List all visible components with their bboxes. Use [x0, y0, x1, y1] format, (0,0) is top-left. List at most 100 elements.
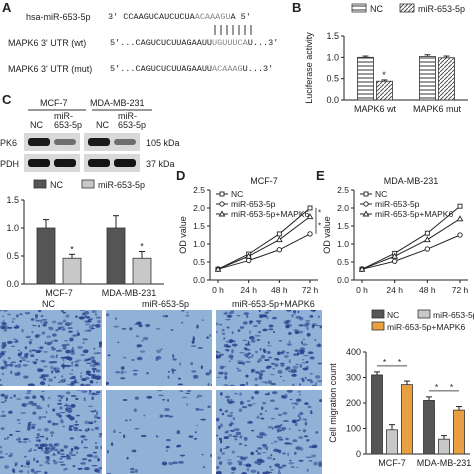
cell-blob [299, 383, 302, 386]
cell-blob [57, 451, 60, 455]
cell-blob [226, 326, 230, 329]
cell-blob [86, 316, 91, 319]
cell-blob [246, 315, 249, 319]
cell-blob [31, 330, 34, 334]
cell-blob [287, 370, 291, 373]
cell-blob [190, 345, 197, 347]
cell-blob [62, 425, 65, 428]
cell-blob [217, 456, 221, 460]
cell-blob [10, 396, 13, 399]
cell-blob [118, 431, 122, 434]
cell-blob [236, 367, 239, 370]
cell-blob [220, 423, 223, 428]
cell-blob [258, 322, 261, 325]
cell-blob [168, 415, 174, 418]
cell-blob [293, 329, 299, 332]
cell-blob [84, 330, 88, 332]
cell-blob [244, 343, 251, 346]
micro-label-rescue: miR-653-5p+MAPK6 [232, 299, 315, 309]
cell-blob [241, 405, 248, 409]
cell-blob [192, 336, 195, 339]
cell-blob [190, 362, 194, 366]
cell-blob [51, 347, 56, 351]
cell-blob [287, 452, 290, 457]
cell-blob [39, 346, 44, 350]
cell-blob [0, 383, 3, 386]
cell-blob [60, 396, 64, 399]
cell-blob [239, 400, 244, 405]
cell-blob [291, 313, 294, 318]
legend-label-nc: NC [370, 4, 383, 14]
legend-swatch [371, 321, 385, 331]
cell-blob [89, 364, 92, 367]
cell-blob [299, 349, 305, 354]
cell-blob [247, 404, 253, 407]
cell-blob [63, 404, 70, 407]
cell-blob [268, 328, 274, 331]
cell-blob [282, 452, 286, 455]
cell-blob [237, 369, 242, 372]
cell-blob [264, 393, 270, 396]
cell-blob [228, 360, 231, 362]
cell-blob [304, 419, 307, 421]
cell-blob [298, 429, 301, 432]
x-tick-label: MCF-7 [378, 458, 406, 468]
cell-blob [48, 443, 53, 447]
data-point [391, 252, 399, 259]
cell-blob [76, 390, 83, 391]
cell-blob [250, 339, 256, 343]
cell-blob [41, 390, 45, 393]
cell-blob [231, 349, 234, 354]
cell-blob [274, 363, 279, 367]
cell-blob [254, 383, 259, 386]
cell-blob [91, 392, 95, 396]
cell-blob [200, 418, 207, 421]
cell-blob [223, 436, 230, 439]
cell-blob [290, 369, 294, 374]
cell-blob [43, 427, 49, 432]
cell-blob [0, 310, 3, 312]
cell-blob [71, 369, 74, 371]
cell-blob [39, 435, 45, 438]
cell-blob [298, 459, 304, 462]
cell-blob [34, 443, 40, 447]
cell-blob [71, 335, 77, 337]
cell-blob [306, 379, 313, 382]
panel-label-a: A [2, 0, 12, 15]
cell-blob [96, 391, 101, 394]
cell-blob [181, 396, 188, 399]
cell-blob [48, 396, 51, 400]
cell-blob [242, 339, 248, 342]
cell-blob [75, 420, 78, 424]
bar [438, 438, 450, 455]
cell-blob [267, 391, 270, 394]
cell-blob [231, 450, 235, 454]
cell-blob [259, 348, 262, 351]
cell-blob [178, 377, 181, 380]
cell-blob [276, 351, 281, 356]
cell-blob [261, 443, 268, 447]
cell-blob [89, 380, 94, 384]
data-point [246, 257, 252, 264]
cell-blob [230, 412, 234, 414]
cell-blob [0, 366, 5, 370]
cell-blob [0, 393, 5, 397]
cell-blob [84, 429, 89, 432]
y-axis-label: OD value [178, 216, 188, 254]
cell-blob [97, 458, 100, 462]
cell-blob [81, 440, 84, 444]
cell-blob [288, 344, 290, 346]
cell-blob [4, 365, 8, 369]
cell-blob [231, 343, 238, 347]
cell-blob [0, 355, 4, 357]
cell-blob [232, 417, 236, 420]
cell-blob [8, 455, 13, 457]
cell-blob [38, 346, 41, 349]
cell-blob [292, 439, 298, 443]
cell-blob [256, 339, 261, 341]
x-tick-label: MDA-MB-231 [417, 458, 472, 468]
cell-blob [16, 398, 22, 400]
cell-blob [60, 418, 63, 422]
cell-blob [88, 459, 92, 462]
cell-blob [270, 417, 276, 420]
